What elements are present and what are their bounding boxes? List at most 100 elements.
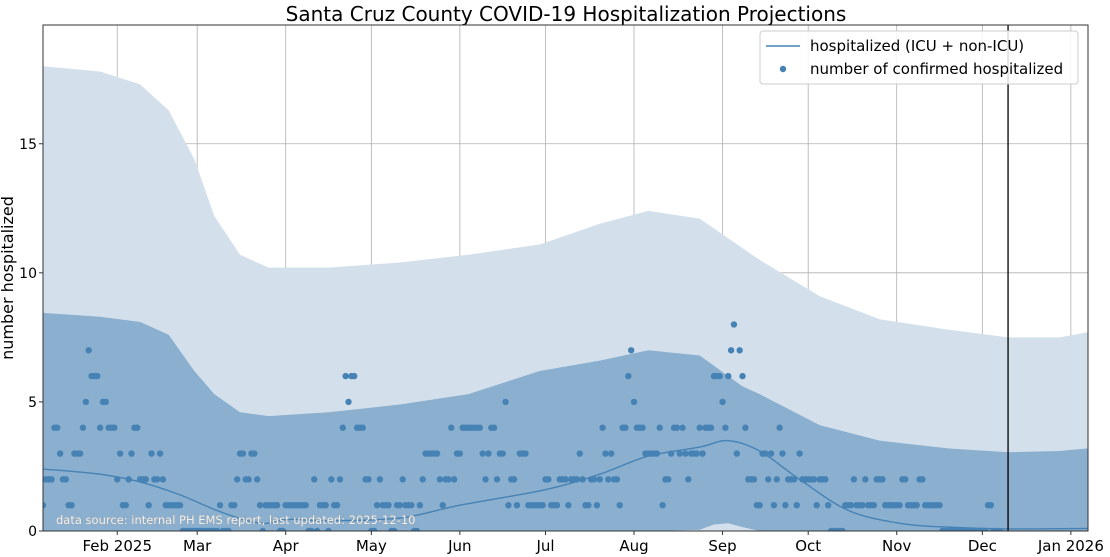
confirmed-hospitalized-point [982,527,989,531]
legend-box [759,30,1079,85]
confirmed-hospitalized-point [385,501,392,509]
confirmed-hospitalized-point [862,476,869,483]
confirmed-hospitalized-point [336,476,344,483]
confirmed-hospitalized-point [756,501,763,509]
legend: hospitalized (ICU + non-ICU) number of c… [759,30,1079,85]
y-tick-label: 10 [19,266,37,282]
x-tick-label: Mar [183,537,212,555]
confirmed-hospitalized-point [476,424,484,431]
confirmed-hospitalized-point [590,476,598,483]
confirmed-hospitalized-point [79,424,87,431]
confirmed-hospitalized-point [776,424,783,431]
confirmed-hospitalized-point [482,476,489,483]
confirmed-hospitalized-point [213,527,221,531]
confirmed-hospitalized-point [122,501,130,509]
x-tick-label: Dec [968,537,997,555]
confirmed-hospitalized-point [433,450,441,457]
confirmed-hospitalized-point [679,424,686,431]
confirmed-hospitalized-point [987,501,995,509]
confirmed-hospitalized-point [114,476,121,483]
series-layer [43,25,1088,531]
confirmed-hospitalized-point [373,501,381,509]
confirmed-hospitalized-point [419,476,426,483]
confirmed-hospitalized-point [43,501,47,509]
confirmed-hospitalized-point [936,501,943,509]
confirmed-hospitalized-point [850,476,858,483]
confirmed-hospitalized-point [499,450,506,457]
confirmed-hospitalized-point [159,476,167,483]
confirmed-hospitalized-point [913,501,920,509]
confirmed-hospitalized-point [96,424,104,431]
confirmed-hospitalized-point [676,450,683,457]
confirmed-hospitalized-point [722,424,729,431]
confirmed-hospitalized-point [630,398,638,406]
confirmed-hospitalized-point [239,450,247,457]
confirmed-hospitalized-point [699,450,706,457]
confirmed-hospitalized-point [773,476,780,483]
confirmed-hospitalized-point [613,476,621,483]
confidence-bands [43,66,1088,531]
confirmed-hospitalized-point [576,450,583,457]
confirmed-hospitalized-point [253,476,261,483]
confirmed-hospitalized-point [102,398,110,406]
confirmed-hospitalized-point [673,424,681,431]
confirmed-hospitalized-point [573,476,581,483]
confirmed-hospitalized-point [605,476,612,483]
confirmed-hospitalized-point [302,501,309,509]
confirmed-hospitalized-point [116,450,124,457]
confirmed-hospitalized-point [76,450,84,457]
confirmed-hospitalized-point [685,476,692,483]
confirmed-hospitalized-point [359,424,366,431]
confirmed-hospitalized-point [371,527,378,531]
x-tick-label: Sep [708,537,736,555]
confirmed-hospitalized-point [142,476,149,483]
confirmed-hospitalized-point [365,476,372,483]
confirmed-hospitalized-point [513,501,521,509]
confirmed-hospitalized-point [156,450,164,457]
confirmed-hospitalized-point [125,476,132,483]
confirmed-hospitalized-point [259,527,267,531]
y-tick-label: 0 [28,524,37,540]
confirmed-hospitalized-point [416,501,424,509]
confirmed-hospitalized-point [342,372,349,380]
confirmed-hospitalized-point [625,372,632,380]
confirmed-hospitalized-point [579,476,586,483]
confirmed-hospitalized-point [599,424,606,431]
confirmed-hospitalized-point [313,527,321,531]
confirmed-hospitalized-point [351,372,358,380]
legend-label-line: hospitalized (ICU + non-ICU) [810,37,1024,55]
confirmed-hospitalized-point [553,501,561,509]
confirmed-hospitalized-point [627,347,635,354]
confirmed-hospitalized-point [333,501,341,509]
y-tick-label: 5 [28,395,37,411]
confirmed-hospitalized-point [782,501,789,509]
confirmed-hospitalized-point [399,476,406,483]
confirmed-hospitalized-point [148,450,155,457]
confirmed-hospitalized-point [62,476,70,483]
confirmed-hospitalized-point [233,476,241,483]
confirmed-hospitalized-point [436,476,444,483]
confirmed-hospitalized-point [779,450,786,457]
x-tick-label: Jul [535,537,554,555]
confirmed-hospitalized-point [902,476,909,483]
y-tick-label: 15 [19,137,37,153]
confirmed-hospitalized-point [56,450,64,457]
confirmed-hospitalized-point [822,476,829,483]
confirmed-hospitalized-point [445,476,452,483]
confirmed-hospitalized-point [111,424,118,431]
x-tick-label: Apr [273,537,300,555]
confirmed-hospitalized-point [94,372,101,380]
confirmed-hospitalized-point [693,450,701,457]
confirmed-hospitalized-point [85,347,92,354]
confirmed-hospitalized-point [707,424,715,431]
confirmed-hospitalized-point [485,450,492,457]
confirmed-hospitalized-point [562,476,569,483]
x-tick-label: Nov [882,537,911,555]
confirmed-hospitalized-point [251,450,258,457]
confirmed-hospitalized-point [273,501,281,509]
confirmed-hospitalized-point [448,424,455,431]
confirmed-hospitalized-point [667,450,675,457]
data-source-annotation: data source: internal PH EMS report, las… [56,513,415,527]
confirmed-hospitalized-point [68,501,75,509]
confirmed-hospitalized-point [736,347,743,354]
